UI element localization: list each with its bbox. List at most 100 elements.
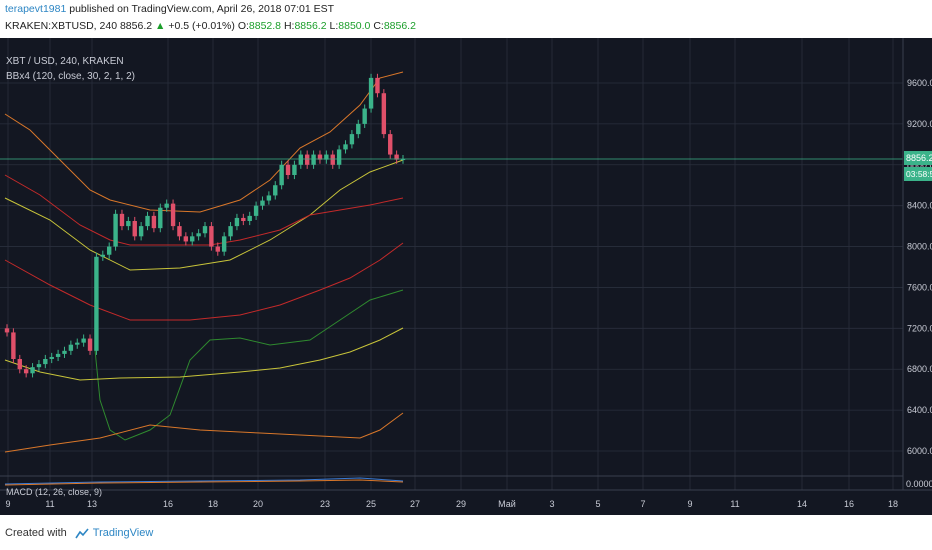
- candle-body: [75, 342, 80, 345]
- close-label: C:: [373, 20, 384, 32]
- candle-body: [17, 359, 22, 370]
- x-tick-label: 7: [640, 499, 645, 509]
- price-tag-text: 8856.2: [906, 153, 932, 163]
- publish-info: published on TradingView.com, April 26, …: [66, 3, 335, 15]
- candle-body: [4, 328, 10, 333]
- candle-body: [36, 364, 42, 368]
- high-label: H:: [283, 20, 295, 32]
- x-tick-label: 16: [844, 499, 854, 509]
- candle-body: [311, 154, 316, 165]
- candle-body: [190, 236, 195, 242]
- candle-body: [221, 236, 227, 252]
- candle-body: [349, 134, 355, 145]
- candle-body: [158, 207, 163, 229]
- candle-body: [336, 149, 342, 165]
- candle-body: [55, 353, 61, 357]
- band-line: [4, 71, 404, 213]
- change-value: +0.5 (+0.01%): [168, 20, 235, 32]
- candle-body: [11, 332, 16, 359]
- created-with-text: Created with: [5, 527, 67, 539]
- candle-body: [23, 369, 29, 374]
- x-tick-label: 29: [456, 499, 466, 509]
- countdown-text: 03:58:59: [906, 169, 932, 179]
- candle-body: [394, 154, 399, 160]
- time-axis[interactable]: 9 11 13 16 18 20 23 25 27 29 Май 3 5 7 9 11 14 16 18: [5, 499, 898, 509]
- candle-body: [247, 215, 252, 221]
- candle-body: [273, 185, 278, 196]
- tradingview-logo-icon: [75, 527, 89, 538]
- x-tick-label: 20: [253, 499, 263, 509]
- up-arrow-icon: ▲: [155, 20, 166, 32]
- x-tick-label: 18: [208, 499, 218, 509]
- candle-body: [30, 367, 35, 374]
- candle-body: [43, 359, 48, 365]
- candle-body: [253, 205, 259, 216]
- y-tick-label: 7200.0: [907, 323, 932, 333]
- y-tick-label: 9600.0: [907, 78, 932, 88]
- author-link[interactable]: terapevt1981: [5, 3, 67, 15]
- band-line: [4, 159, 404, 271]
- candle-body: [126, 221, 131, 227]
- candle-body: [266, 195, 272, 201]
- candle-body: [164, 203, 169, 208]
- chart-area[interactable]: 6000.0 6400.0 6800.0 7200.0 7600.0 8000.0 8400…: [0, 38, 932, 515]
- y-tick-label: 6400.0: [907, 405, 932, 415]
- tradingview-link[interactable]: TradingView: [92, 527, 154, 539]
- last-price: 8856.2: [119, 20, 153, 32]
- indicator-label: BBx4 (120, close, 30, 2, 1, 2): [6, 71, 135, 82]
- candle-body: [106, 246, 112, 255]
- candle-body: [170, 203, 176, 227]
- open-label: O:: [237, 20, 249, 32]
- candle-body: [241, 217, 246, 221]
- band-line: [94, 289, 404, 441]
- candle-body: [113, 213, 118, 247]
- low-value: 8850.0: [338, 20, 371, 32]
- candle-body: [177, 226, 182, 237]
- candle-body: [94, 256, 99, 351]
- bollinger-bands: [4, 71, 404, 453]
- candle-body: [49, 356, 54, 359]
- x-tick-label: 9: [687, 499, 692, 509]
- signal-line: [4, 479, 404, 486]
- band-line: [4, 242, 404, 321]
- candle-body: [292, 164, 297, 175]
- x-tick-label: 14: [797, 499, 807, 509]
- band-line: [4, 327, 404, 381]
- x-tick-label: 18: [888, 499, 898, 509]
- candle-body: [298, 154, 304, 165]
- publish-header: terapevt1981 published on TradingView.co…: [5, 3, 334, 15]
- pair-title: XBT / USD, 240, KRAKEN: [6, 56, 124, 67]
- chart-svg[interactable]: 6000.0 6400.0 6800.0 7200.0 7600.0 8000.0 8400…: [0, 38, 932, 515]
- candle-body: [228, 226, 233, 237]
- candle-body: [304, 154, 310, 165]
- y-tick-label: 8400.0: [907, 201, 932, 211]
- macd-line: [4, 477, 404, 485]
- macd-pane: [0, 475, 903, 486]
- candle-body: [138, 226, 144, 237]
- candle-body: [343, 144, 348, 150]
- candle-body: [196, 233, 201, 237]
- footer: Created with TradingView: [5, 527, 153, 539]
- candle-body: [400, 159, 406, 161]
- y-tick-label: 6800.0: [907, 364, 932, 374]
- chart-background: [0, 38, 932, 515]
- candle-body: [234, 217, 240, 227]
- candle-body: [145, 215, 150, 227]
- candle-body: [81, 338, 86, 343]
- x-tick-label: 25: [366, 499, 376, 509]
- x-tick-label: 3: [549, 499, 554, 509]
- y-tick-label: 6000.0: [907, 446, 932, 456]
- y-tick-label: 7600.0: [907, 282, 932, 292]
- candle-body: [279, 164, 284, 186]
- candle-body: [183, 236, 189, 242]
- candle-body: [62, 350, 67, 354]
- low-label: L:: [329, 20, 339, 32]
- x-tick-label: 5: [595, 499, 600, 509]
- candle-body: [202, 226, 208, 234]
- price-tag: [904, 151, 932, 165]
- x-tick-label: 27: [410, 499, 420, 509]
- x-tick-label: 11: [45, 499, 54, 509]
- candle-body: [317, 154, 323, 160]
- ohlc-header: KRAKEN:XBTUSD, 240 8856.2 ▲ +0.5 (+0.01%…: [5, 20, 416, 32]
- x-tick-label: Май: [498, 499, 516, 509]
